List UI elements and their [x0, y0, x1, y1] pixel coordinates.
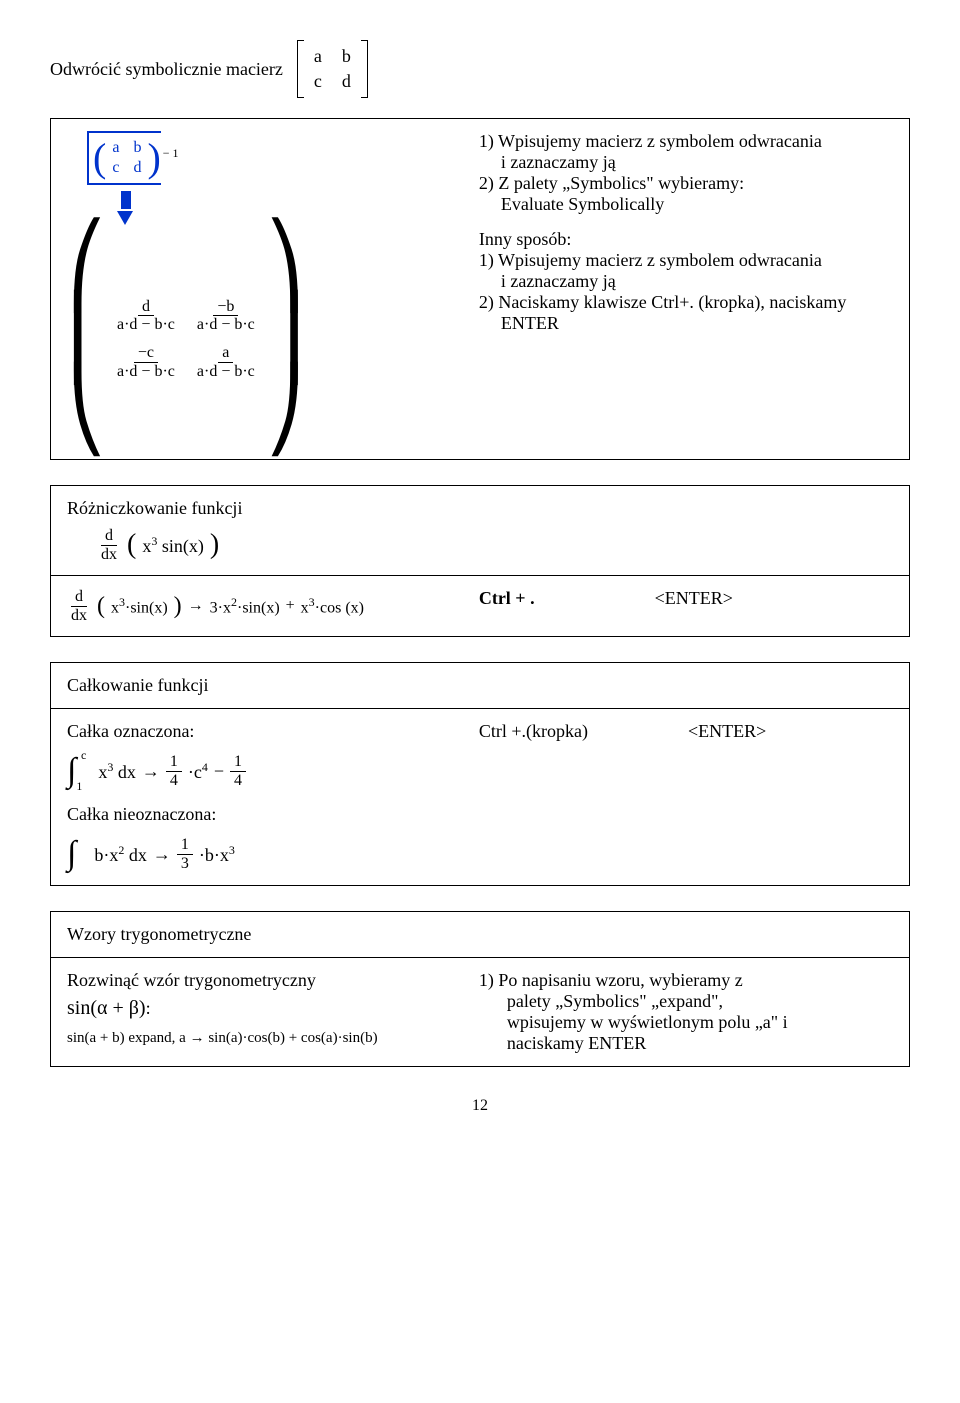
step-text: i zaznaczamy ją — [479, 152, 893, 173]
expr: x3 dx — [98, 760, 136, 783]
matrix-cell: b — [342, 46, 351, 67]
subheader: Całka nieoznaczona: — [67, 804, 447, 825]
integral-icon: ∫ — [67, 835, 76, 873]
box-differentiation: Różniczkowanie funkcji ddx ( x3 sin(x) )… — [50, 485, 910, 637]
arrow-down-icon — [121, 191, 131, 209]
header-matrix: a b c d — [297, 40, 368, 98]
matrix-cell: c — [314, 71, 322, 92]
subheader: Całka oznaczona: — [67, 721, 447, 742]
keyboard-hint: Ctrl + . — [479, 588, 535, 624]
matrix-cell: d — [342, 71, 351, 92]
subheader: Rozwinąć wzór trygonometryczny — [67, 970, 447, 991]
matrix-cell: b — [133, 139, 141, 157]
expr-result: sin(a + b) expand, a → sin(a)·cos(b) + c… — [67, 1030, 447, 1047]
arrow-icon: → — [188, 597, 204, 615]
integral-icon: ∫c1 — [67, 752, 76, 790]
frac-ddx: ddx — [67, 588, 91, 624]
keyboard-hint: <ENTER> — [655, 588, 733, 624]
step-text: i zaznaczamy ją — [479, 271, 893, 292]
page-number: 12 — [50, 1097, 910, 1115]
keyboard-hint: <ENTER> — [688, 721, 766, 742]
box-matrix-inverse: ( a b c d ) − 1 ⎛⎜⎝ — [50, 118, 910, 460]
arrow-icon: → — [142, 761, 160, 782]
input-matrix-expr: ( a b c d ) — [87, 131, 161, 185]
expr: x3·cos (x) — [301, 595, 364, 617]
frac-den: a·d − b·c — [113, 316, 179, 334]
frac-num: a — [218, 344, 233, 363]
frac-den: a·d − b·c — [113, 363, 179, 381]
expr: sin(α + β) — [67, 997, 146, 1019]
step-text: 2) Z palety „Symbolics" wybieramy: — [479, 173, 893, 194]
arrow-icon: → — [153, 844, 171, 865]
result-matrix: ⎛⎜⎝ da·d − b·c −ba·d − b·c −ca·d − b·c a… — [67, 231, 305, 447]
minus: − — [214, 761, 224, 782]
colon: : — [146, 998, 151, 1018]
step-text: wpisujemy w wyświetlonym polu „a" i — [479, 1012, 893, 1033]
frac-den: a·d − b·c — [193, 363, 259, 381]
section-header: Różniczkowanie funkcji — [67, 498, 893, 519]
box-integration: Całkowanie funkcji Całka oznaczona: ∫c1 … — [50, 662, 910, 886]
expr: x3·sin(x) — [111, 595, 168, 617]
plus: + — [286, 597, 295, 615]
page-title: Odwrócić symbolicznie macierz — [50, 59, 283, 80]
step-text: 1) Po napisaniu wzoru, wybieramy z — [479, 970, 893, 991]
step-text: 1) Wpisujemy macierz z symbolem odwracan… — [479, 131, 893, 152]
matrix-cell: a — [314, 46, 322, 67]
frac: 14 — [166, 753, 182, 789]
expr: ·c4 — [188, 760, 208, 783]
expr: ·b·x3 — [199, 843, 235, 866]
box-trig: Wzory trygonometryczne Rozwinąć wzór try… — [50, 911, 910, 1067]
matrix-cell: d — [133, 159, 141, 177]
step-text: palety „Symbolics" „expand", — [479, 991, 893, 1012]
section-header: Wzory trygonometryczne — [51, 912, 909, 957]
frac-ddx: ddx — [97, 527, 121, 563]
step-text: 2) Naciskamy klawisze Ctrl+. (kropka), n… — [479, 292, 893, 313]
expr: b·x2 dx — [94, 843, 147, 866]
keyboard-hint: Ctrl +.(kropka) — [479, 721, 588, 742]
matrix-cell: a — [112, 139, 119, 157]
step-text: Inny sposób: — [479, 229, 893, 250]
step-text: Evaluate Symbolically — [479, 194, 893, 215]
frac-num: −b — [213, 298, 238, 317]
expr: x3 sin(x) — [142, 534, 204, 557]
expr: 3·x2·sin(x) — [210, 595, 280, 617]
exponent: − 1 — [163, 146, 179, 160]
frac-num: −c — [134, 344, 158, 363]
matrix-cell: c — [112, 159, 119, 177]
section-header: Całkowanie funkcji — [51, 663, 909, 708]
frac: 14 — [230, 753, 246, 789]
step-text: naciskamy ENTER — [479, 1033, 893, 1054]
frac: 13 — [177, 836, 193, 872]
step-text: ENTER — [479, 313, 893, 334]
frac-num: d — [138, 298, 154, 317]
frac-den: a·d − b·c — [193, 316, 259, 334]
step-text: 1) Wpisujemy macierz z symbolem odwracan… — [479, 250, 893, 271]
arrow-down-icon — [117, 211, 133, 225]
